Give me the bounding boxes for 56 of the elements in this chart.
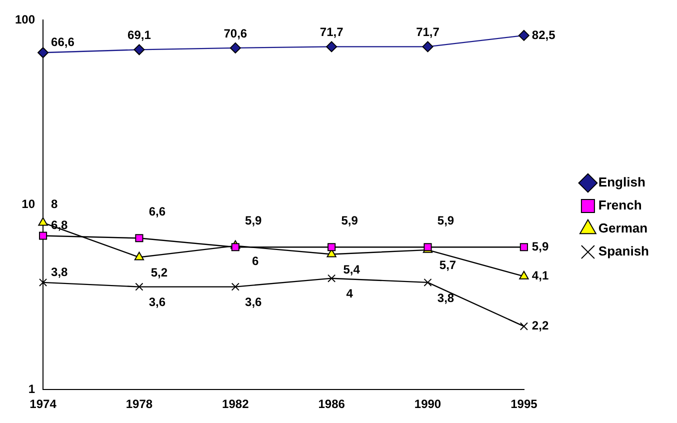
data-label: 3,8 [437, 290, 454, 305]
data-label: 5,9 [437, 213, 454, 228]
point [38, 232, 48, 240]
point [230, 42, 241, 54]
data-label: 6 [252, 254, 260, 268]
x-tick-label: 1982 [222, 397, 250, 412]
data-label: 82,5 [532, 28, 556, 42]
data-label: 3,6 [245, 295, 262, 310]
point [328, 274, 336, 282]
y-tick-label: 1 [28, 382, 36, 396]
point [422, 41, 434, 52]
point [424, 278, 432, 286]
data-label: 3,8 [51, 264, 68, 279]
x-tick-label: 1974 [30, 397, 57, 412]
data-label: 5,2 [150, 266, 168, 280]
x-tick-label: 1995 [510, 397, 538, 412]
data-label: 66,6 [51, 34, 75, 49]
point [326, 41, 338, 52]
data-label: 5,4 [343, 262, 360, 277]
data-label: 69,1 [128, 28, 152, 42]
data-label: 4 [346, 286, 354, 301]
y-tick-label: 10 [22, 197, 36, 212]
x-tick-label: 1986 [318, 397, 346, 412]
point [135, 282, 144, 291]
point [134, 252, 144, 260]
point [519, 270, 529, 280]
point [38, 47, 49, 58]
y-tick-label: 100 [14, 12, 36, 26]
point [134, 44, 145, 56]
data-label: 2,2 [532, 318, 549, 333]
point [520, 243, 528, 252]
point [135, 234, 144, 242]
data-label: 5,7 [439, 258, 456, 272]
point [38, 217, 48, 226]
data-label: 6,6 [148, 204, 166, 218]
point [38, 278, 48, 286]
point [231, 243, 240, 252]
point [328, 243, 336, 252]
data-label: 5,9 [245, 213, 262, 228]
point [518, 30, 530, 41]
legend-label: French [598, 198, 642, 213]
x-tick-label: 1990 [414, 397, 442, 412]
point [231, 282, 240, 291]
data-label: 70,6 [224, 26, 248, 40]
x-tick-label: 1978 [126, 397, 153, 412]
data-label: 5,9 [532, 239, 549, 254]
point [520, 322, 528, 330]
legend-label: German [598, 220, 648, 236]
legend-label: English [598, 174, 646, 190]
data-label: 3,6 [148, 295, 166, 310]
data-label: 4,1 [532, 268, 549, 283]
data-label: 71,7 [416, 25, 440, 40]
data-label: 5,9 [341, 213, 358, 228]
data-label: 8 [51, 197, 58, 212]
legend-label: Spanish [598, 244, 650, 259]
data-label: 71,7 [320, 25, 344, 40]
